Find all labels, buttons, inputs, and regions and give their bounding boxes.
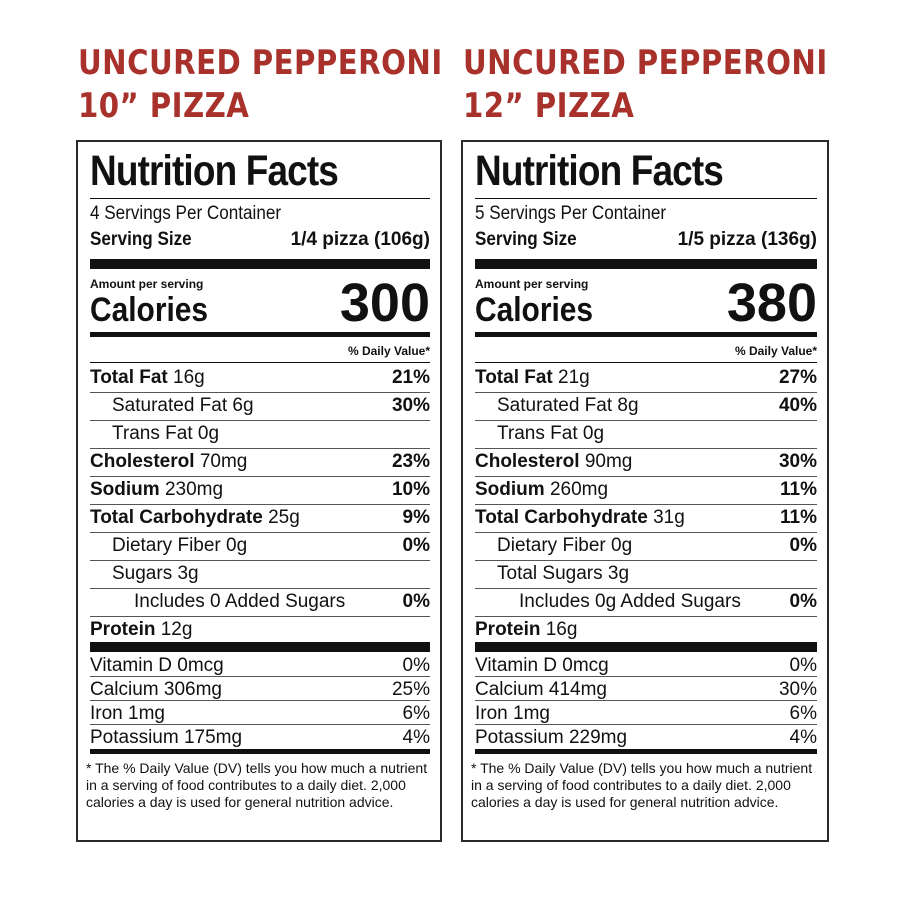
product-heading: UNCURED PEPPERONI 12” PIZZA	[463, 42, 828, 128]
divider	[90, 198, 430, 199]
thick-divider	[90, 259, 430, 269]
divider	[475, 198, 817, 199]
calories-label: Calories	[475, 291, 594, 329]
nutrient-row-total-sugars: Total Sugars 3g	[475, 560, 817, 589]
nutrient-row-added-sugars: Includes 0 Added Sugars 0%	[90, 588, 430, 617]
divider	[475, 362, 817, 363]
thick-divider	[475, 642, 817, 652]
calories-label: Calories	[90, 291, 209, 329]
nutrient-row-dietary-fiber: Dietary Fiber 0g 0%	[475, 532, 817, 561]
heading-line-2: 12” PIZZA	[463, 86, 635, 126]
medium-divider	[90, 332, 430, 337]
heading-line-1: UNCURED PEPPERONI	[78, 43, 443, 83]
nutrient-row-saturated-fat: Saturated Fat 8g 40%	[475, 392, 817, 421]
nutrient-row-dietary-fiber: Dietary Fiber 0g 0%	[90, 532, 430, 561]
nutrient-row-sodium: Sodium 230mg 10%	[90, 476, 430, 505]
nutrient-row-cholesterol: Cholesterol 90mg 30%	[475, 448, 817, 477]
amount-per-serving: Amount per serving	[90, 277, 204, 291]
amount-per-serving: Amount per serving	[475, 277, 589, 291]
nutrition-facts-panel: Nutrition Facts 5 Servings Per Container…	[461, 140, 829, 842]
heading-line-1: UNCURED PEPPERONI	[463, 43, 828, 83]
vitamin-row-iron: Iron 1mg 6%	[90, 700, 430, 725]
divider	[90, 362, 430, 363]
thick-divider	[90, 642, 430, 652]
daily-value-header: % Daily Value*	[347, 344, 430, 358]
nutrient-row-trans-fat: Trans Fat 0g	[475, 420, 817, 449]
servings-per-container: 4 Servings Per Container	[90, 203, 282, 224]
serving-size-row: Serving Size 1/4 pizza (106g)	[90, 226, 430, 254]
medium-divider	[475, 749, 817, 754]
nutrient-row-total-fat: Total Fat 16g 21%	[90, 364, 430, 393]
calories-value: 300	[339, 273, 430, 333]
nutrition-facts-title: Nutrition Facts	[90, 147, 339, 195]
nutrient-row-total-fat: Total Fat 21g 27%	[475, 364, 817, 393]
nutrient-row-protein: Protein 12g	[90, 619, 193, 640]
nutrition-facts-title: Nutrition Facts	[475, 147, 724, 195]
serving-size-label: Serving Size	[475, 229, 577, 250]
vitamin-row-vitamin-d: Vitamin D 0mcg 0%	[475, 652, 817, 677]
nutrient-row-protein: Protein 16g	[475, 619, 578, 640]
medium-divider	[475, 332, 817, 337]
servings-per-container: 5 Servings Per Container	[475, 203, 667, 224]
heading-line-2: 10” PIZZA	[78, 86, 250, 126]
vitamin-row-calcium: Calcium 414mg 30%	[475, 676, 817, 701]
vitamin-row-calcium: Calcium 306mg 25%	[90, 676, 430, 701]
medium-divider	[90, 749, 430, 754]
footnote: * The % Daily Value (DV) tells you how m…	[471, 760, 813, 810]
vitamin-row-potassium: Potassium 175mg 4%	[90, 727, 430, 748]
nutrient-row-trans-fat: Trans Fat 0g	[90, 420, 430, 449]
serving-size-row: Serving Size 1/5 pizza (136g)	[475, 226, 817, 254]
calories-value: 380	[726, 273, 817, 333]
thick-divider	[475, 259, 817, 269]
serving-size-value: 1/5 pizza (136g)	[677, 229, 817, 250]
vitamin-row-vitamin-d: Vitamin D 0mcg 0%	[90, 652, 430, 677]
vitamin-row-iron: Iron 1mg 6%	[475, 700, 817, 725]
product-heading: UNCURED PEPPERONI 10” PIZZA	[78, 42, 443, 128]
nutrient-row-cholesterol: Cholesterol 70mg 23%	[90, 448, 430, 477]
daily-value-header: % Daily Value*	[734, 344, 817, 358]
nutrient-row-added-sugars: Includes 0g Added Sugars 0%	[475, 588, 817, 617]
nutrient-row-saturated-fat: Saturated Fat 6g 30%	[90, 392, 430, 421]
serving-size-label: Serving Size	[90, 229, 192, 250]
nutrient-row-sodium: Sodium 260mg 11%	[475, 476, 817, 505]
nutrient-row-sugars: Sugars 3g	[90, 560, 430, 589]
vitamin-row-potassium: Potassium 229mg 4%	[475, 727, 817, 748]
nutrient-row-total-carbohydrate: Total Carbohydrate 25g 9%	[90, 504, 430, 533]
nutrient-row-total-carbohydrate: Total Carbohydrate 31g 11%	[475, 504, 817, 533]
serving-size-value: 1/4 pizza (106g)	[290, 229, 430, 250]
nutrition-facts-panel: Nutrition Facts 4 Servings Per Container…	[76, 140, 442, 842]
footnote: * The % Daily Value (DV) tells you how m…	[86, 760, 428, 810]
